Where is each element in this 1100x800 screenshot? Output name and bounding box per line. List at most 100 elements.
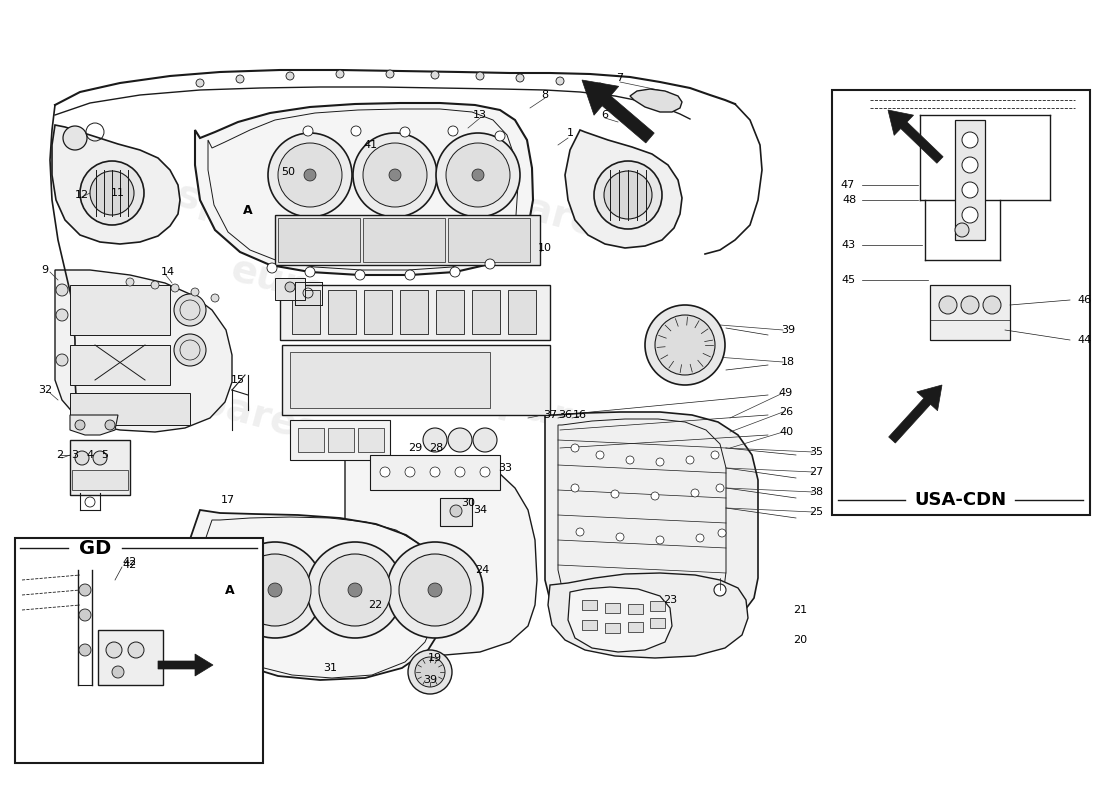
Polygon shape — [55, 270, 232, 432]
Text: GD: GD — [79, 538, 111, 558]
Text: 32: 32 — [37, 385, 52, 395]
Text: 34: 34 — [473, 505, 487, 515]
Text: 1: 1 — [566, 128, 573, 138]
Text: eurospares: eurospares — [376, 150, 624, 250]
Circle shape — [286, 72, 294, 80]
Polygon shape — [565, 130, 682, 248]
Text: 21: 21 — [793, 605, 807, 615]
Text: 45: 45 — [840, 275, 855, 285]
Circle shape — [716, 484, 724, 492]
Text: 23: 23 — [663, 595, 678, 605]
Circle shape — [626, 456, 634, 464]
Bar — [436, 290, 464, 334]
Bar — [508, 290, 536, 334]
Circle shape — [472, 169, 484, 181]
Circle shape — [305, 267, 315, 277]
Text: 31: 31 — [323, 663, 337, 673]
Circle shape — [56, 309, 68, 321]
Bar — [15, 538, 263, 763]
Circle shape — [80, 161, 144, 225]
Bar — [70, 345, 170, 385]
Circle shape — [485, 259, 495, 269]
Circle shape — [268, 583, 282, 597]
Circle shape — [304, 169, 316, 181]
Circle shape — [400, 127, 410, 137]
Bar — [472, 290, 500, 334]
Bar — [650, 618, 666, 628]
Bar — [70, 285, 170, 335]
Text: 29: 29 — [408, 443, 422, 453]
Circle shape — [211, 294, 219, 302]
Circle shape — [616, 533, 624, 541]
Circle shape — [424, 428, 447, 452]
Text: 3: 3 — [72, 450, 78, 460]
Text: A: A — [243, 203, 253, 217]
Text: 46: 46 — [1078, 295, 1092, 305]
Bar — [280, 285, 550, 340]
Text: 42: 42 — [123, 560, 138, 570]
Circle shape — [174, 334, 206, 366]
Circle shape — [94, 451, 107, 465]
Text: 48: 48 — [843, 195, 857, 205]
Circle shape — [473, 428, 497, 452]
Bar — [298, 428, 324, 452]
Bar — [363, 218, 446, 262]
Circle shape — [711, 451, 719, 459]
Bar — [582, 620, 597, 630]
Text: 39: 39 — [422, 675, 437, 685]
Bar — [605, 623, 620, 633]
Circle shape — [480, 467, 490, 477]
Text: 30: 30 — [461, 498, 475, 508]
Text: 49: 49 — [779, 388, 793, 398]
Circle shape — [268, 133, 352, 217]
Circle shape — [604, 171, 652, 219]
Circle shape — [128, 642, 144, 658]
Text: 18: 18 — [781, 357, 795, 367]
Polygon shape — [544, 412, 758, 633]
Circle shape — [962, 157, 978, 173]
Circle shape — [431, 71, 439, 79]
Text: eurospares: eurospares — [77, 150, 323, 250]
Text: eurospares: eurospares — [77, 350, 323, 450]
Circle shape — [104, 420, 116, 430]
Circle shape — [239, 554, 311, 626]
Circle shape — [405, 270, 415, 280]
Bar — [448, 218, 530, 262]
Bar — [328, 428, 354, 452]
Bar — [930, 285, 1010, 340]
Text: 7: 7 — [616, 73, 624, 83]
Circle shape — [448, 428, 472, 452]
Text: 19: 19 — [428, 653, 442, 663]
Circle shape — [75, 451, 89, 465]
Text: 20: 20 — [793, 635, 807, 645]
Circle shape — [106, 642, 122, 658]
Bar — [292, 290, 320, 334]
Text: eurospares: eurospares — [227, 250, 473, 350]
Text: 37: 37 — [543, 410, 557, 420]
Polygon shape — [630, 89, 682, 112]
Text: 22: 22 — [367, 600, 382, 610]
Circle shape — [79, 644, 91, 656]
Text: 6: 6 — [602, 110, 608, 120]
Circle shape — [355, 270, 365, 280]
Circle shape — [151, 281, 160, 289]
Text: A: A — [226, 583, 234, 597]
Circle shape — [450, 505, 462, 517]
Circle shape — [654, 315, 715, 375]
Text: 12: 12 — [75, 190, 89, 200]
Text: 27: 27 — [808, 467, 823, 477]
Circle shape — [961, 296, 979, 314]
Circle shape — [446, 143, 510, 207]
Bar — [605, 603, 620, 613]
Bar — [370, 455, 500, 490]
Circle shape — [63, 126, 87, 150]
Bar — [650, 601, 666, 611]
Bar — [72, 470, 128, 490]
Circle shape — [955, 223, 969, 237]
Circle shape — [307, 542, 403, 638]
Circle shape — [696, 534, 704, 542]
Polygon shape — [568, 587, 672, 652]
Circle shape — [656, 536, 664, 544]
Text: 17: 17 — [221, 495, 235, 505]
Text: 11: 11 — [111, 188, 125, 198]
